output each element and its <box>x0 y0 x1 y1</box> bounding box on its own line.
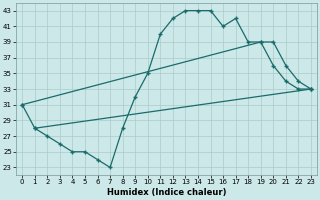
X-axis label: Humidex (Indice chaleur): Humidex (Indice chaleur) <box>107 188 226 197</box>
